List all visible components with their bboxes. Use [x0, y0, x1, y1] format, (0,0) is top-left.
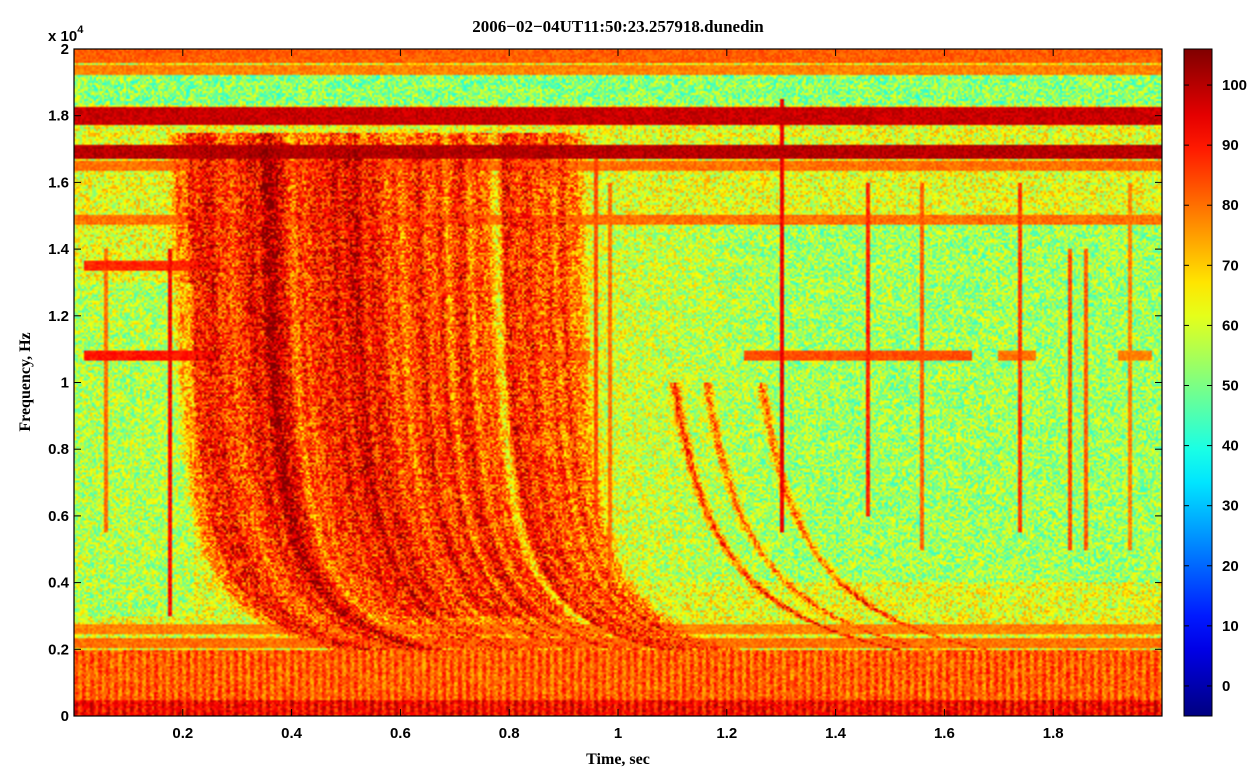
spectrogram-plot-area — [73, 48, 1163, 717]
y-tick-label: 0.8 — [48, 441, 69, 458]
colorbar: 0 10 20 30 40 50 60 70 80 90 100 — [1183, 48, 1247, 717]
colorbar-tick-label: 20 — [1222, 558, 1239, 575]
colorbar-tick-label: 0 — [1222, 678, 1230, 695]
y-tick-label: 0.4 — [48, 575, 70, 592]
y-tick-label: 0 — [61, 708, 69, 725]
colorbar-tick-label: 80 — [1222, 197, 1239, 214]
x-tick-label: 1 — [614, 725, 622, 742]
y-tick-label: 0.2 — [48, 641, 69, 658]
x-axis: 0.2 0.4 0.6 0.8 1 1.2 1.4 1.6 1.8 — [172, 49, 1064, 742]
y-tick-label: 1.4 — [48, 241, 70, 258]
colorbar-tick-label: 30 — [1222, 498, 1239, 515]
y-axis-multiplier-exponent: 4 — [77, 24, 84, 36]
y-axis: 0 0.2 0.4 0.6 0.8 1 1.2 1.4 1.6 1.8 2 — [48, 41, 1162, 725]
colorbar-ticks: 0 10 20 30 40 50 60 70 80 90 100 — [1184, 77, 1247, 695]
x-tick-label: 1.2 — [716, 725, 737, 742]
x-tick-label: 1.8 — [1043, 725, 1064, 742]
y-tick-label: 1.6 — [48, 174, 69, 191]
y-tick-label: 2 — [61, 41, 69, 58]
y-tick-label: 1 — [61, 375, 69, 392]
colorbar-gradient — [1183, 48, 1213, 717]
colorbar-tick-label: 40 — [1222, 438, 1239, 455]
x-tick-label: 0.6 — [390, 725, 411, 742]
x-axis-label: Time, sec — [586, 751, 650, 768]
y-axis-label: Frequency, Hz — [17, 332, 34, 431]
chart-title: 2006−02−04UT11:50:23.257918.dunedin — [472, 17, 764, 36]
y-tick-label: 1.8 — [48, 108, 69, 125]
x-tick-label: 0.4 — [281, 725, 303, 742]
colorbar-tick-label: 10 — [1222, 618, 1239, 635]
x-tick-label: 1.4 — [825, 725, 847, 742]
y-tick-label: 0.6 — [48, 508, 69, 525]
x-tick-label: 0.8 — [499, 725, 520, 742]
colorbar-tick-label: 70 — [1222, 257, 1239, 274]
x-tick-label: 1.6 — [934, 725, 955, 742]
colorbar-tick-label: 90 — [1222, 137, 1239, 154]
y-axis-multiplier: x 104 — [48, 24, 84, 45]
spectrogram-image — [74, 49, 1162, 716]
y-tick-label: 1.2 — [48, 308, 69, 325]
colorbar-tick-label: 60 — [1222, 317, 1239, 334]
colorbar-tick-label: 50 — [1222, 378, 1239, 395]
x-tick-label: 0.2 — [172, 725, 193, 742]
colorbar-tick-label: 100 — [1222, 77, 1247, 94]
